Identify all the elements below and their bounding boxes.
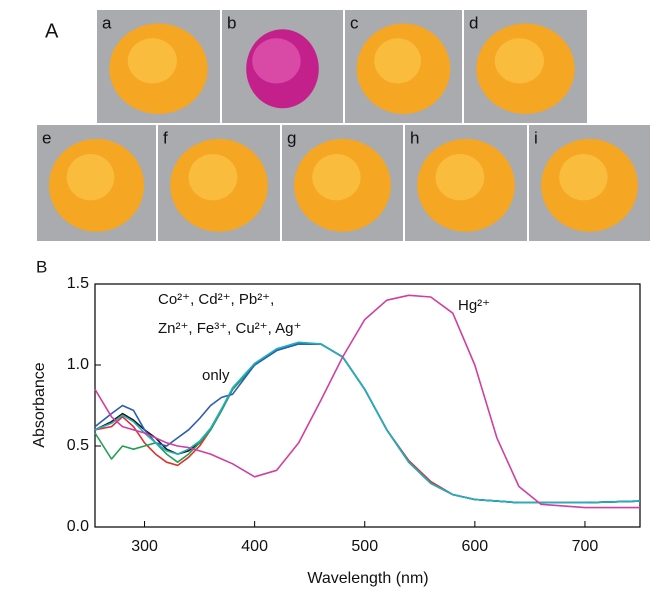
panel-label: B xyxy=(36,257,47,276)
powder-highlight xyxy=(374,38,422,84)
y-tick-label: 1.5 xyxy=(67,275,89,292)
powder-highlight xyxy=(559,154,608,201)
powder-highlight xyxy=(312,154,361,201)
photo-label: h xyxy=(410,128,419,147)
plot-frame xyxy=(94,283,641,528)
photo-label: b xyxy=(227,13,236,32)
powder-highlight xyxy=(66,154,115,201)
powder-highlight xyxy=(188,154,238,201)
panel-label: A xyxy=(45,20,59,42)
x-tick-label: 300 xyxy=(131,538,158,555)
spectrum-line xyxy=(94,341,641,504)
photo-label: i xyxy=(534,128,538,147)
photo-label: e xyxy=(42,128,51,147)
photo-label: a xyxy=(102,13,112,32)
x-tick-label: 700 xyxy=(572,538,599,555)
powder-highlight xyxy=(435,154,485,201)
powder-highlight xyxy=(252,38,301,84)
y-tick-label: 1.0 xyxy=(67,356,89,373)
photo-label: g xyxy=(287,128,296,147)
photo-label: c xyxy=(350,13,359,32)
spectrum-line xyxy=(94,343,641,504)
x-tick-label: 500 xyxy=(351,538,378,555)
photo-label: f xyxy=(163,128,168,147)
y-tick-label: 0.5 xyxy=(67,437,89,454)
annotation: Co²⁺, Cd²⁺, Pb²⁺, xyxy=(158,291,274,308)
y-tick-label: 0.0 xyxy=(67,518,89,535)
spectrum-line xyxy=(94,294,640,509)
powder-highlight xyxy=(494,38,544,84)
spectrum-line xyxy=(94,343,641,504)
annotation: Zn²⁺, Fe³⁺, Cu²⁺, Ag⁺ xyxy=(158,320,301,337)
photo-label: d xyxy=(469,13,478,32)
powder-highlight xyxy=(127,38,177,84)
x-tick-label: 400 xyxy=(241,538,268,555)
x-tick-label: 600 xyxy=(461,538,488,555)
annotation: Hg²⁺ xyxy=(458,297,490,314)
y-axis-label: Absorbance xyxy=(31,362,48,447)
annotation: only xyxy=(202,367,230,384)
spectrum-line xyxy=(94,343,641,504)
x-axis-label: Wavelength (nm) xyxy=(307,570,428,587)
spectrum-line xyxy=(94,343,641,504)
